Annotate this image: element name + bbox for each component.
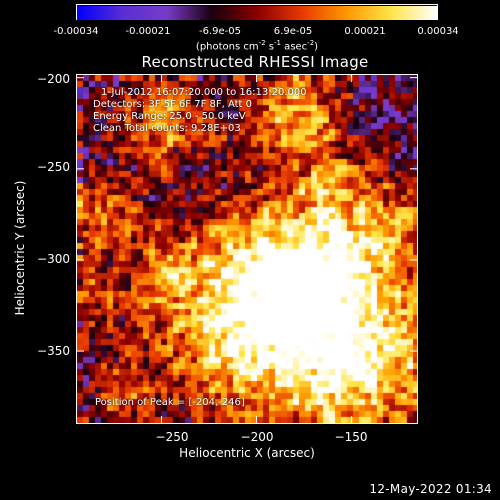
- colorbar-gradient: [77, 6, 437, 20]
- colorbar-unit-label: (photons cm-2 s-1 asec-2): [195, 39, 319, 53]
- heatmap-image: [77, 75, 417, 423]
- colorbar-tick-label: 0.00034: [417, 26, 459, 37]
- x-axis-label: Heliocentric X (arcsec): [179, 446, 315, 460]
- x-tick-label: −200: [240, 430, 274, 444]
- y-tick-label: −200: [37, 72, 70, 86]
- heatmap-plot-area: [76, 74, 418, 424]
- peak-position-label: Position of Peak = [-204,-246]: [95, 397, 245, 408]
- y-axis-label: Heliocentric Y (arcsec): [13, 180, 27, 316]
- x-tick-label: −250: [155, 430, 189, 444]
- colorbar-tick-label: -6.9e-05: [199, 26, 241, 37]
- colorbar: [76, 4, 438, 20]
- info-time-range: 1-Jul-2012 16:07:20.000 to 16:13:20.000: [101, 87, 307, 98]
- timestamp: 12-May-2022 01:34: [369, 482, 492, 496]
- chart-title: Reconstructed RHESSI Image: [141, 53, 369, 71]
- colorbar-tick-label: 0.00021: [344, 26, 386, 37]
- info-clean-counts: Clean Total counts: 9.28E+03: [93, 123, 241, 134]
- colorbar-tick-label: 6.9e-05: [273, 26, 313, 37]
- y-tick-label: −300: [37, 252, 70, 266]
- y-tick-label: −250: [37, 160, 70, 174]
- colorbar-tick-label: -0.00034: [53, 26, 99, 37]
- x-tick-label: −150: [334, 430, 368, 444]
- y-tick-label: −350: [37, 344, 70, 358]
- info-detectors: Detectors: 3F 5F 6F 7F 8F, Att 0: [93, 99, 253, 110]
- colorbar-tick-label: -0.00021: [125, 26, 171, 37]
- info-energy-range: Energy Range: 25.0 - 50.0 keV: [93, 111, 246, 122]
